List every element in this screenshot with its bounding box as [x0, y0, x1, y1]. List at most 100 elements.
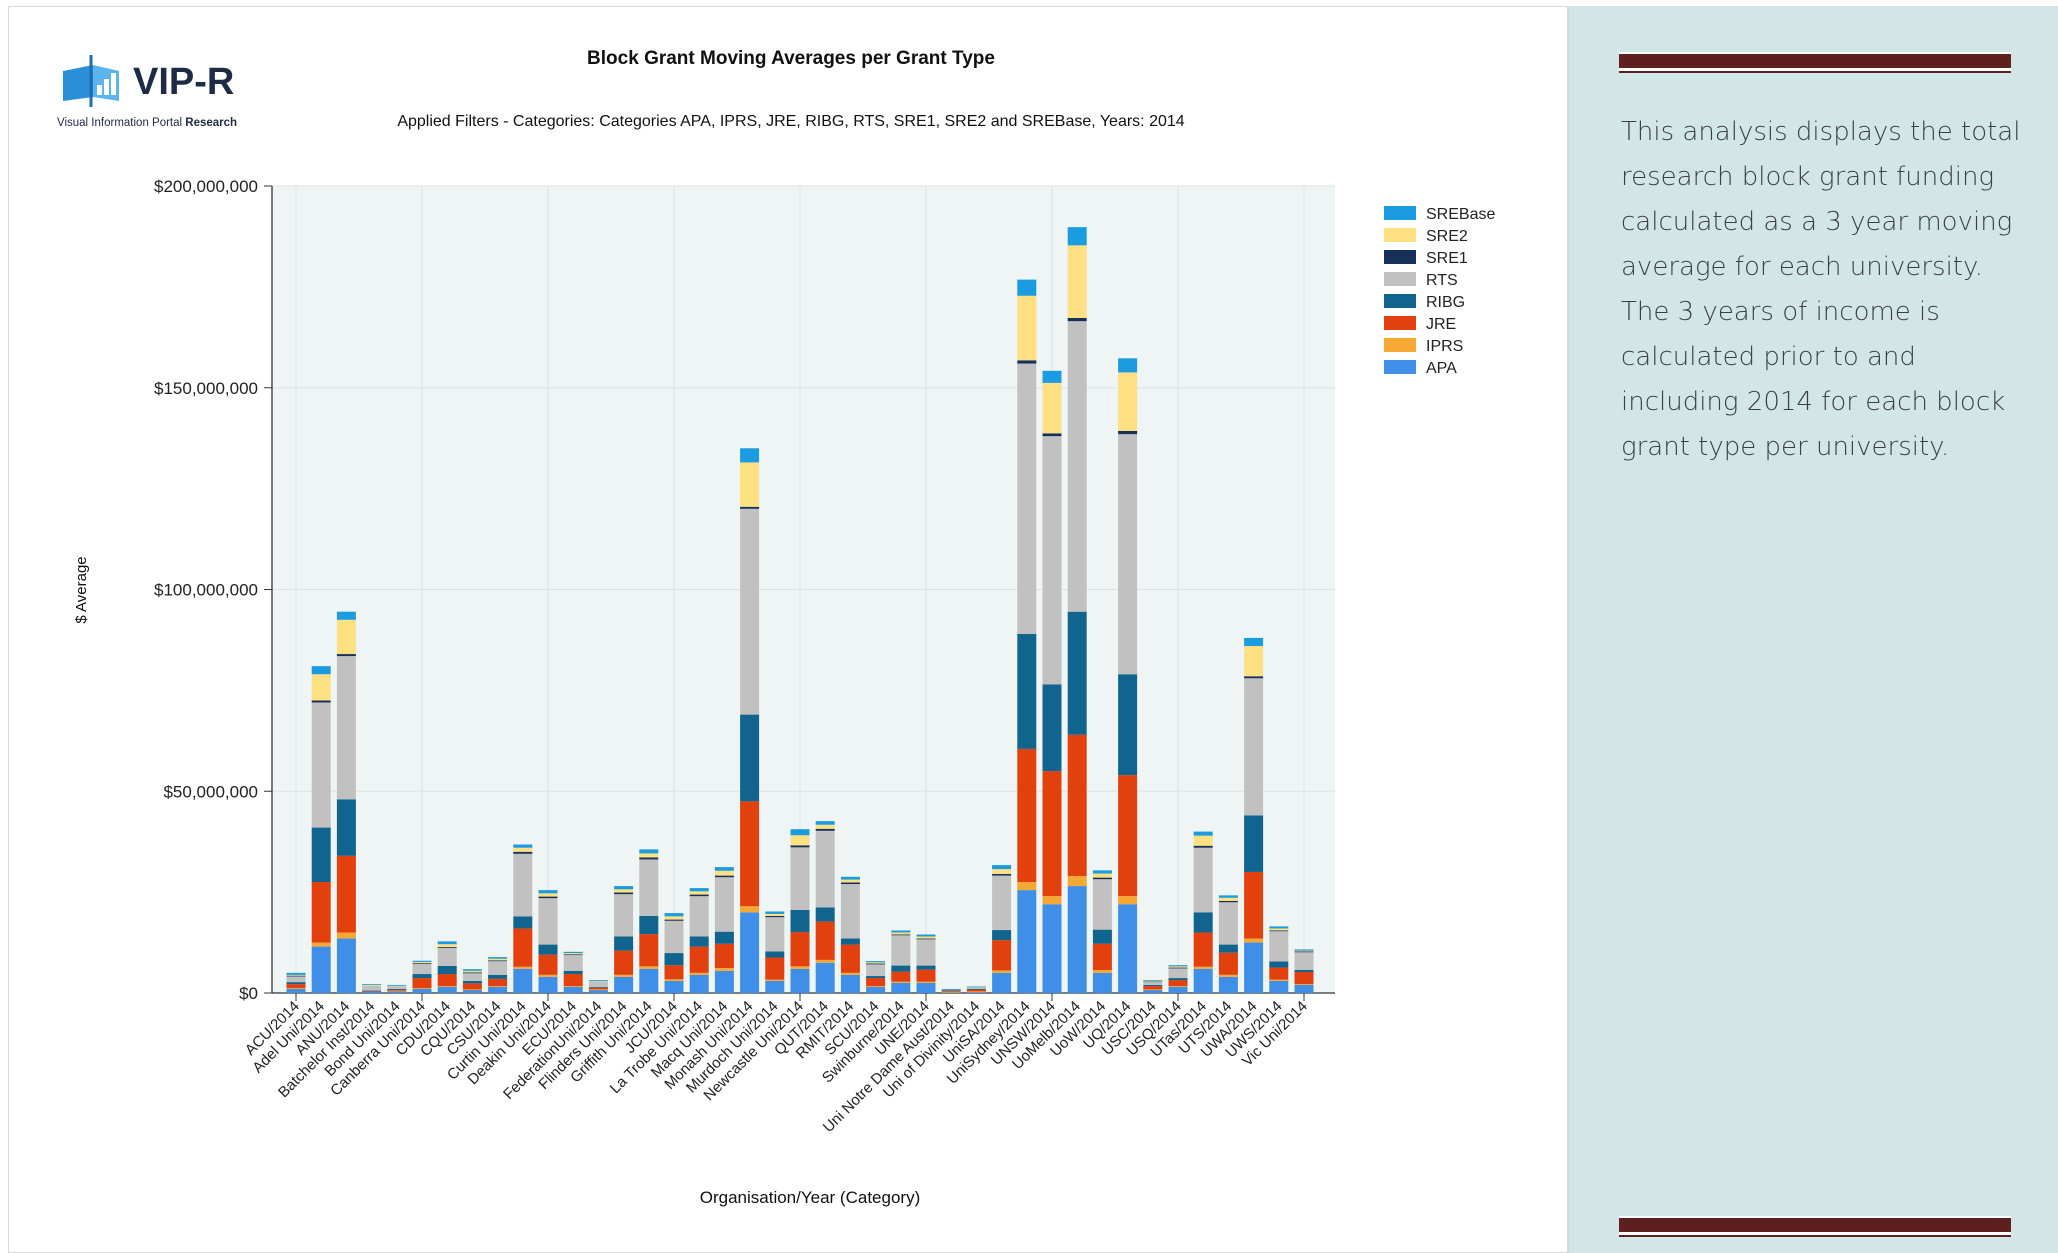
bar-segment-sre2: [387, 985, 407, 987]
bar-segment-apa: [916, 982, 936, 993]
bar-segment-sre2: [714, 870, 734, 876]
bar-segment-sre2: [891, 932, 911, 935]
bar-segment-sre2: [765, 913, 785, 916]
bar-segment-jre: [1193, 932, 1213, 967]
bar-segment-apa: [765, 980, 785, 993]
bar-segment-srebase: [664, 913, 684, 917]
bar-segment-sre2: [1244, 645, 1264, 677]
bar-segment-apa: [1193, 968, 1213, 993]
bar-segment-jre: [336, 855, 356, 933]
bar-segment-iprs: [689, 972, 709, 975]
bar-segment-rts: [815, 830, 835, 908]
bar-segment-ribg: [966, 988, 986, 990]
bar-segment-jre: [664, 965, 684, 980]
bar-segment-srebase: [286, 972, 306, 975]
bar-segment-srebase: [1092, 870, 1112, 874]
bar-segment-apa: [286, 988, 306, 993]
bar-segment-sre1: [840, 882, 860, 885]
bar-segment-ribg: [664, 953, 684, 966]
bar-segment-apa: [614, 976, 634, 993]
bar-segment-rts: [614, 894, 634, 937]
bar-segment-rts: [1017, 363, 1037, 634]
bar-segment-srebase: [966, 986, 986, 988]
y-axis-title: $ Average: [73, 556, 90, 623]
bar-segment-rts: [891, 935, 911, 966]
bar-segment-rts: [916, 939, 936, 966]
bar-segment-sre1: [689, 894, 709, 897]
bar-segment-iprs: [765, 979, 785, 981]
bar-segment-iprs: [513, 966, 533, 969]
bar-segment-sre1: [437, 947, 457, 948]
analysis-description: This analysis displays the total researc…: [1621, 117, 2021, 462]
bar-segment-sre1: [866, 963, 886, 965]
bar-segment-iprs: [336, 932, 356, 939]
bar-segment-apa: [488, 986, 508, 993]
bar-segment-srebase: [1118, 358, 1138, 373]
bar-segment-rts: [437, 947, 457, 966]
bar-segment-jre: [740, 801, 760, 907]
bar-segment-apa: [462, 989, 482, 993]
bar-segment-apa: [1092, 972, 1112, 993]
y-tick-label: $0: [239, 984, 258, 1003]
bar-segment-ribg: [1143, 984, 1163, 987]
bar-segment-rts: [790, 847, 810, 910]
bar-segment-ribg: [563, 970, 583, 975]
y-tick-label: $50,000,000: [163, 782, 258, 801]
bar-segment-srebase: [1294, 949, 1314, 951]
bar-segment-iprs: [1218, 974, 1238, 977]
bar-segment-apa: [740, 912, 760, 993]
bar-segment-jre: [1042, 771, 1062, 897]
bar-segment-jre: [614, 950, 634, 975]
bar-segment-sre2: [1269, 928, 1289, 931]
bar-segment-sre1: [538, 896, 558, 899]
bar-segment-sre2: [462, 970, 482, 973]
bar-segment-jre: [1092, 943, 1112, 971]
bar-segment-jre: [916, 969, 936, 982]
bar-segment-sre1: [815, 828, 835, 831]
legend-swatch-rts: [1384, 272, 1416, 286]
bar-segment-jre: [966, 989, 986, 992]
bar-segment-rts: [1294, 951, 1314, 971]
bar-segment-sre2: [664, 916, 684, 920]
bar-segment-sre1: [563, 954, 583, 956]
bar-segment-sre1: [513, 851, 533, 854]
bar-segment-sre2: [1067, 245, 1087, 318]
bar-segment-sre1: [311, 700, 331, 703]
bar-segment-srebase: [639, 849, 659, 854]
bar-segment-apa: [538, 976, 558, 993]
vip-r-logo: VIP-R Visual Information Portal Research: [57, 55, 287, 135]
bar-segment-iprs: [488, 986, 508, 987]
bar-segment-iprs: [1193, 966, 1213, 969]
bar-segment-apa: [840, 974, 860, 993]
bar-segment-jre: [1218, 952, 1238, 975]
bar-segment-sre2: [311, 674, 331, 701]
bar-segment-iprs: [588, 989, 608, 991]
bar-segment-ribg: [689, 936, 709, 947]
bar-segment-ribg: [1218, 944, 1238, 953]
bar-segment-sre2: [1143, 980, 1163, 982]
bar-segment-apa: [639, 968, 659, 993]
top-divider: [1619, 52, 2011, 68]
bar-segment-jre: [1143, 986, 1163, 990]
bar-segment-ribg: [1269, 961, 1289, 968]
bar-segment-jre: [513, 928, 533, 967]
bar-segment-sre2: [1168, 966, 1188, 968]
bar-segment-ribg: [336, 799, 356, 856]
bar-segment-srebase: [538, 890, 558, 894]
bar-segment-apa: [1218, 976, 1238, 993]
bar-segment-iprs: [1042, 896, 1062, 905]
bar-segment-srebase: [1218, 895, 1238, 898]
legend-swatch-ribg: [1384, 294, 1416, 308]
bar-segment-sre1: [286, 975, 306, 977]
bar-segment-ribg: [941, 990, 961, 991]
bar-segment-ribg: [992, 930, 1012, 941]
bar-segment-apa: [714, 970, 734, 993]
bar-segment-srebase: [1168, 965, 1188, 967]
bar-segment-rts: [941, 989, 961, 991]
bar-segment-rts: [1168, 967, 1188, 979]
x-axis-title: Organisation/Year (Category): [700, 1188, 921, 1207]
bar-segment-iprs: [1067, 875, 1087, 887]
bar-segment-apa: [866, 986, 886, 993]
bar-segment-srebase: [336, 611, 356, 620]
bar-segment-iprs: [941, 991, 961, 993]
